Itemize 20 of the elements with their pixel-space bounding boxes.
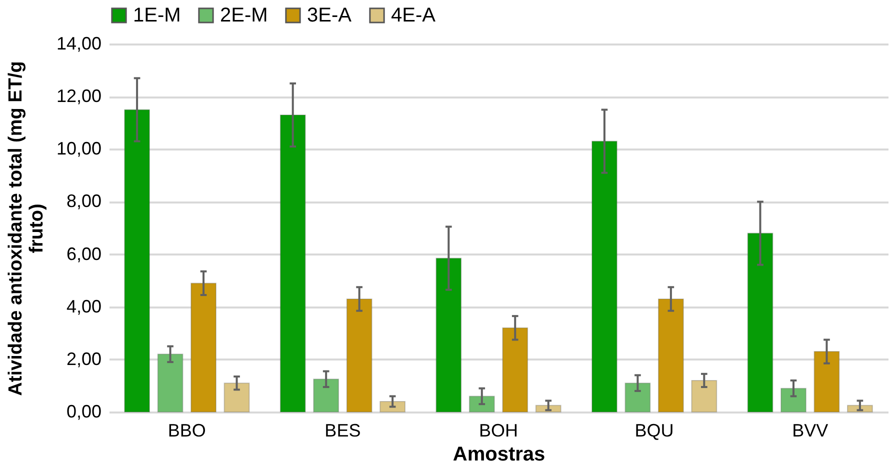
y-tick-label: 8,00 (66, 191, 102, 212)
y-tick-label: 4,00 (66, 296, 102, 316)
legend-label: 1E-M (133, 4, 181, 26)
legend-label: 4E-A (391, 4, 436, 26)
legend-label: 3E-A (307, 4, 352, 26)
x-tick-label: BVV (792, 420, 828, 440)
x-tick-label: BES (324, 420, 361, 440)
x-tick-label: BBO (168, 420, 206, 440)
x-tick-label: BOH (478, 420, 518, 440)
y-tick-label: 14,00 (56, 34, 102, 54)
legend-label: 2E-M (220, 4, 268, 26)
y-tick-label: 0,00 (66, 402, 102, 422)
x-axis-title: Amostras (452, 444, 546, 466)
y-tick-label: 2,00 (66, 348, 102, 369)
y-tick-label: 6,00 (66, 244, 102, 264)
bar (380, 400, 406, 412)
y-axis-title: Atividade antioxidante total (mg ET/g fruto) (5, 61, 48, 396)
y-tick-label: 12,00 (56, 86, 102, 106)
x-tick-label: BQU (634, 420, 674, 440)
y-tick-label: 10,00 (56, 138, 102, 159)
